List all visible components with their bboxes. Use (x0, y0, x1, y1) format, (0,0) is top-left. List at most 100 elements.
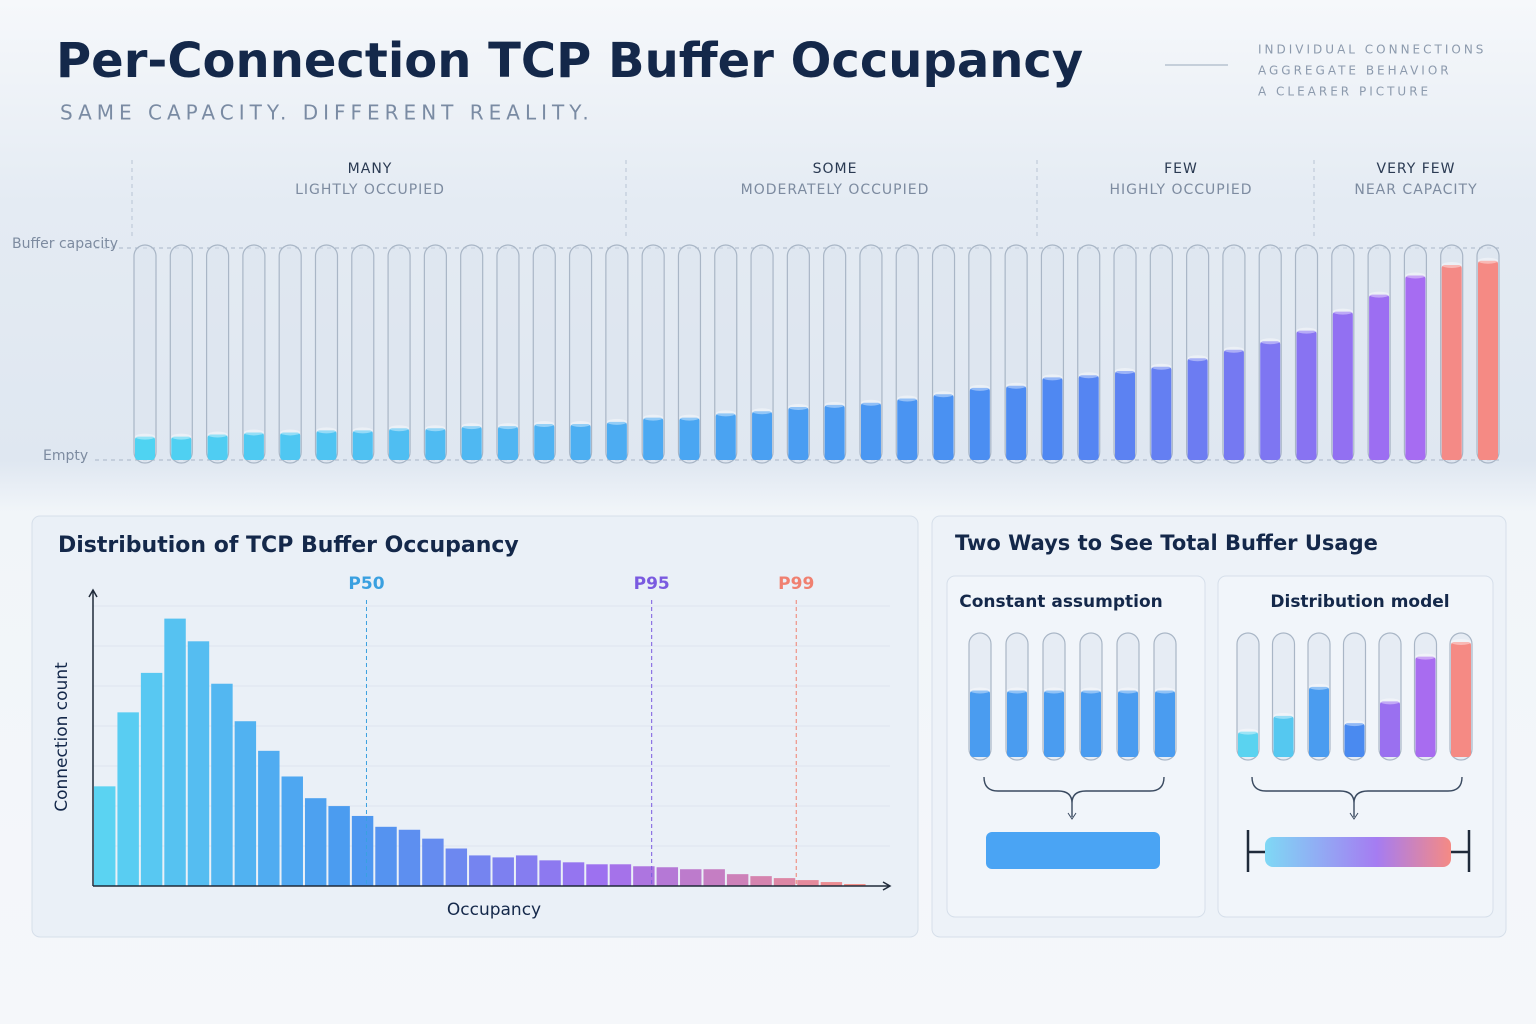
tube-fill (897, 398, 918, 460)
histogram-bar (351, 815, 374, 886)
tube (387, 244, 411, 464)
fill-surface (1187, 355, 1208, 362)
tube (568, 244, 593, 464)
y-axis-label: Connection count (52, 662, 72, 812)
subpanel-title: Distribution model (1270, 592, 1449, 612)
tube (278, 244, 302, 464)
histogram-bar (445, 848, 468, 886)
tube (714, 244, 738, 464)
tube-fill (1006, 385, 1027, 460)
tube-fill (1151, 366, 1172, 460)
fill-surface (715, 410, 736, 417)
fill-surface (1478, 257, 1498, 264)
histogram-bar (211, 683, 233, 886)
note: A CLEARER PICTURE (1258, 85, 1431, 99)
fill-surface (461, 423, 482, 430)
histogram-bar (515, 855, 538, 886)
constant-bar (986, 832, 1160, 869)
tube-fill (1380, 701, 1400, 757)
fill-surface (1006, 382, 1027, 389)
tube-fill (280, 432, 301, 460)
fill-surface (207, 431, 228, 438)
histogram-bar (539, 860, 561, 886)
histogram-bar (750, 876, 772, 886)
tube-fill (1238, 731, 1258, 757)
fill-surface (788, 404, 809, 410)
fill-surface (1118, 687, 1138, 694)
tube-fill (1332, 311, 1353, 460)
histogram-bar (562, 862, 585, 886)
tube-fill (1078, 375, 1099, 460)
tube-fill (1081, 690, 1101, 757)
tube (750, 244, 774, 464)
subtitle: SAME CAPACITY. DIFFERENT REALITY. (60, 101, 594, 125)
tube-fill (1044, 690, 1064, 757)
fill-surface (1042, 374, 1063, 381)
group-sublabel: HIGHLY OCCUPIED (1110, 182, 1253, 198)
tube-fill (1415, 656, 1436, 757)
note: INDIVIDUAL CONNECTIONS (1258, 43, 1486, 57)
tube (423, 244, 447, 464)
tube-fill (316, 430, 337, 460)
fill-surface (606, 418, 627, 425)
tube-fill (1296, 330, 1317, 460)
group-label: SOME (813, 161, 858, 177)
fill-surface (643, 414, 664, 421)
histogram-bar (609, 864, 632, 886)
y-tick-label: Empty (43, 448, 88, 464)
range-bracket (1246, 830, 1471, 872)
histogram-bar (328, 806, 350, 886)
tube-fill (860, 402, 881, 460)
tube-fill (1451, 642, 1471, 757)
tube-fill (497, 426, 518, 460)
fill-surface (243, 429, 264, 436)
fill-surface (1223, 346, 1244, 353)
fill-surface (1273, 712, 1294, 719)
histogram-bar (820, 882, 843, 886)
tube-fill (135, 436, 155, 460)
tube-fill (1369, 294, 1390, 460)
group-label: MANY (348, 161, 393, 177)
tube (169, 244, 193, 464)
histogram-bar (375, 826, 397, 886)
fill-surface (570, 420, 591, 427)
fill-surface (534, 420, 555, 427)
histogram-bar (117, 712, 139, 886)
fill-surface (1369, 291, 1390, 298)
tube (532, 244, 556, 464)
fill-surface (1238, 728, 1258, 735)
tube-fill (1118, 690, 1138, 757)
tube-fill (1042, 377, 1063, 460)
percentile-label: P50 (348, 574, 384, 594)
histogram-bar (656, 867, 679, 886)
title: Per-Connection TCP Buffer Occupancy (56, 33, 1083, 89)
fill-surface (969, 384, 990, 391)
histogram-bar (703, 869, 725, 886)
tube (641, 244, 665, 464)
panel-title: Two Ways to See Total Buffer Usage (955, 531, 1378, 555)
tube (133, 244, 157, 464)
histogram-bar (164, 618, 186, 886)
histogram-bar (633, 866, 655, 886)
histogram-bar (773, 878, 796, 886)
group-sublabel: NEAR CAPACITY (1354, 182, 1477, 198)
brace (1251, 776, 1463, 817)
tube (314, 244, 339, 464)
fill-surface (352, 427, 373, 434)
tube-fill (1344, 723, 1365, 757)
tube-fill (1309, 686, 1329, 757)
tube-fill (1478, 260, 1498, 460)
fill-surface (1007, 687, 1027, 694)
tube-fill (1007, 690, 1027, 757)
fill-surface (1309, 683, 1329, 690)
group-sublabel: LIGHTLY OCCUPIED (295, 182, 445, 198)
tube-fill (243, 432, 264, 460)
percentile-label: P99 (778, 574, 814, 594)
tube (677, 244, 702, 464)
fill-surface (1332, 308, 1353, 315)
tube (460, 244, 484, 464)
tube-fill (1260, 341, 1281, 460)
chart-title: Distribution of TCP Buffer Occupancy (58, 533, 519, 558)
tube (205, 244, 230, 464)
fill-surface (1078, 372, 1099, 379)
